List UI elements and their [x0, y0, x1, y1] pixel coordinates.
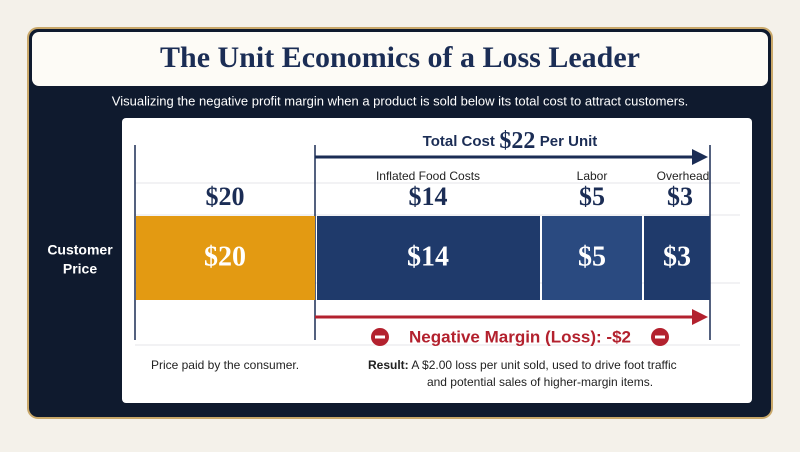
total-cost-label: Total Cost — [423, 133, 495, 150]
cost-bar-label: $3 — [663, 241, 691, 272]
price-top-label: $20 — [206, 182, 245, 211]
cost-name: Overhead — [657, 169, 710, 183]
result-note: Result: A $2.00 loss per unit sold, used… — [368, 358, 677, 372]
result-line: A $2.00 loss per unit sold, used to driv… — [411, 358, 676, 372]
subtitle: Visualizing the negative profit margin w… — [112, 93, 688, 108]
cost-bar-label: $14 — [407, 241, 449, 272]
total-cost-text: Total Cost $22 Per Unit — [423, 128, 598, 154]
customer-price-label: Price — [63, 261, 97, 277]
arrowhead — [692, 149, 708, 165]
title: The Unit Economics of a Loss Leader — [160, 41, 640, 74]
cost-bar — [317, 216, 540, 300]
cost-top-label: $3 — [667, 182, 693, 211]
cost-bar — [644, 216, 710, 300]
arrowhead — [692, 309, 708, 325]
result-heading: Result: — [368, 358, 409, 372]
price-note: Price paid by the consumer. — [151, 358, 299, 372]
margin-label: Negative Margin (Loss): -$2 — [409, 327, 631, 346]
result-line: and potential sales of higher-margin ite… — [427, 375, 653, 389]
cost-bar-label: $5 — [578, 241, 606, 272]
cost-top-label: $14 — [409, 182, 448, 211]
cost-name: Inflated Food Costs — [376, 169, 480, 183]
cost-bar — [542, 216, 642, 300]
minus-icon — [371, 328, 389, 346]
minus-icon — [651, 328, 669, 346]
price-bar — [136, 216, 315, 300]
total-cost-unit: Per Unit — [540, 133, 598, 150]
customer-price-label: Customer — [47, 242, 113, 258]
title-bar — [32, 32, 768, 86]
total-cost-value: $22 — [499, 128, 535, 154]
price-bar-label: $20 — [204, 241, 246, 272]
cost-name: Labor — [577, 169, 608, 183]
cost-top-label: $5 — [579, 182, 605, 211]
